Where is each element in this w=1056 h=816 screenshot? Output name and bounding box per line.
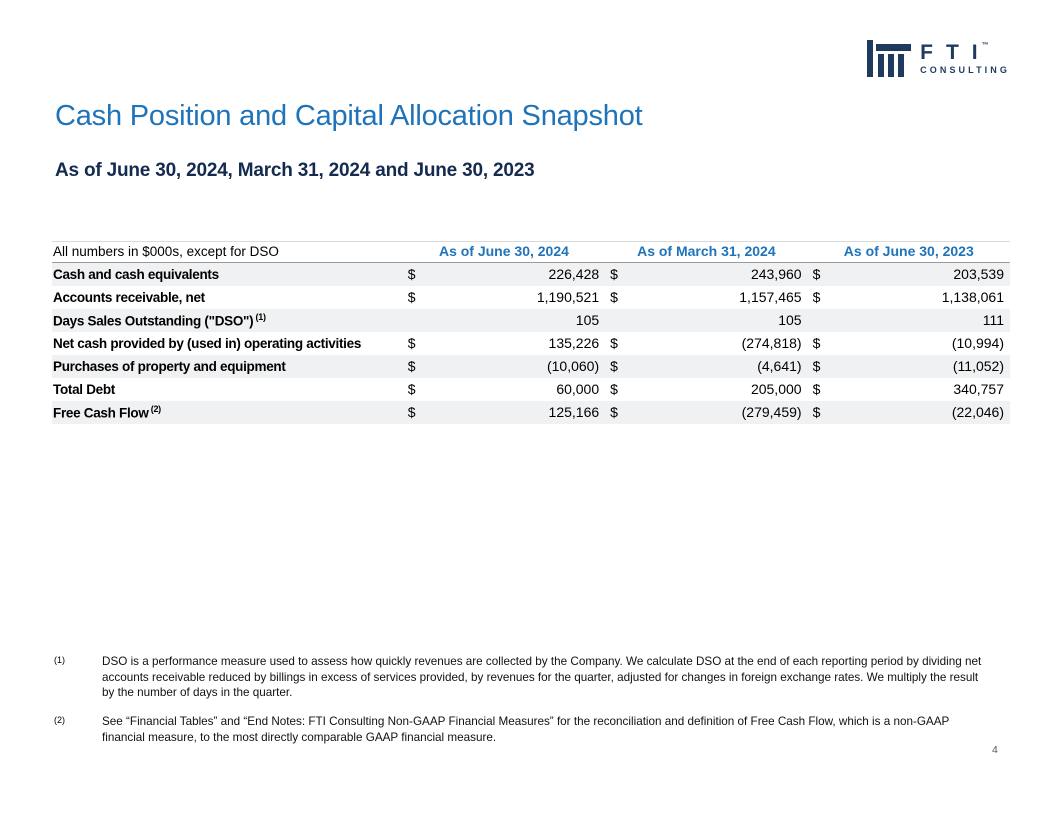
cell-value: (22,046): [951, 404, 1004, 420]
column-header: As of June 30, 2024: [438, 243, 569, 259]
page-subtitle: As of June 30, 2024, March 31, 2024 and …: [55, 160, 535, 181]
cell-value: 111: [982, 312, 1004, 328]
value-cell: 111: [808, 309, 1010, 332]
cell-value: 60,000: [556, 381, 600, 397]
value-cell: $125,166: [403, 401, 605, 424]
row-label: Net cash provided by (used in) operating…: [53, 335, 362, 351]
footnote-text: DSO is a performance measure used to ass…: [102, 655, 982, 700]
value-cell: $ (10,060): [403, 355, 605, 378]
value-cell: $203,539: [808, 263, 1010, 286]
table-row: Days Sales Outstanding ("DSO") (1) 105 105…: [52, 308, 1010, 332]
cell-value: 105: [575, 312, 600, 328]
footnote-reference: (2): [148, 403, 161, 414]
table-row: Total Debt $60,000 $205,000 $340,757: [52, 378, 1010, 401]
row-label: Total Debt: [53, 381, 115, 397]
fti-logo: FTI™ CONSULTING: [867, 40, 1010, 77]
footnote-marker: (2): [54, 715, 65, 726]
currency-symbol: $: [610, 381, 618, 397]
table-header-row: All numbers in $000s, except for DSO As …: [52, 241, 1010, 263]
value-cell: $1,190,521: [403, 286, 605, 309]
value-cell: 105: [403, 309, 605, 332]
table-row: Free Cash Flow (2) $125,166 $ (279,459) $ (22…: [52, 400, 1010, 424]
cell-value: 205,000: [750, 381, 802, 397]
currency-symbol: $: [812, 404, 821, 420]
cell-value: (10,060): [546, 358, 600, 374]
currency-symbol: $: [610, 266, 618, 283]
table-row: Net cash provided by (used in) operating…: [52, 332, 1010, 355]
table-row: Purchases of property and equipment $ (10,…: [52, 354, 1010, 378]
logo-consulting-label: CONSULTING: [920, 65, 1010, 75]
fti-column-icon: [867, 40, 912, 77]
cell-value: 340,757: [953, 381, 1004, 397]
footnote-marker: (1): [54, 655, 65, 665]
value-cell: $ (22,046): [808, 401, 1010, 424]
value-cell: $243,960: [605, 263, 807, 286]
row-label: Cash and cash equivalents: [53, 266, 219, 282]
value-cell: $ (4,641): [605, 355, 807, 378]
cell-value: 1,190,521: [536, 289, 600, 305]
trademark-symbol: ™: [981, 42, 989, 49]
row-label: Days Sales Outstanding ("DSO") (1): [53, 311, 266, 329]
currency-symbol: $: [812, 335, 821, 351]
currency-symbol: $: [407, 358, 416, 374]
currency-symbol: $: [610, 358, 618, 374]
row-label: Purchases of property and equipment: [53, 358, 286, 374]
currency-symbol: $: [610, 289, 618, 305]
cell-value: (11,052): [952, 358, 1004, 374]
currency-symbol: $: [812, 358, 821, 374]
cell-value: 1,157,465: [739, 289, 802, 305]
row-label: Free Cash Flow (2): [53, 403, 161, 421]
value-cell: 105: [605, 309, 807, 332]
value-cell: $1,138,061: [808, 286, 1010, 309]
page-title: Cash Position and Capital Allocation Sna…: [55, 100, 643, 132]
currency-symbol: $: [407, 289, 416, 305]
table-row: Cash and cash equivalents $226,428 $243,96…: [52, 262, 1010, 286]
currency-symbol: $: [812, 266, 821, 283]
logo-text: FTI™ CONSULTING: [920, 40, 1010, 75]
table-row: Accounts receivable, net $1,190,521 $1,157…: [52, 286, 1010, 309]
value-cell: $205,000: [605, 378, 807, 401]
cell-value: (4,641): [757, 358, 802, 374]
currency-symbol: $: [812, 381, 821, 397]
currency-symbol: $: [812, 289, 821, 305]
page-number: 4: [992, 744, 998, 756]
currency-symbol: $: [407, 404, 416, 420]
value-cell: $226,428: [403, 263, 605, 286]
cell-value: 1,138,061: [941, 289, 1004, 305]
value-cell: $ (10,994): [808, 332, 1010, 355]
value-cell: $1,157,465: [605, 286, 807, 309]
cell-value: 243,960: [750, 266, 802, 283]
currency-symbol: $: [407, 381, 416, 397]
currency-symbol: $: [610, 404, 618, 420]
currency-symbol: $: [610, 335, 618, 351]
value-cell: $340,757: [808, 378, 1010, 401]
table-body: Cash and cash equivalents $226,428 $243,96…: [52, 262, 1010, 424]
cell-value: 135,226: [548, 335, 600, 351]
column-header: As of June 30, 2023: [843, 243, 974, 259]
value-cell: $60,000: [403, 378, 605, 401]
currency-symbol: $: [407, 266, 416, 283]
cell-value: (279,459): [741, 404, 802, 420]
cell-value: 203,539: [953, 266, 1004, 283]
footnote-text: See “Financial Tables” and “End Notes: F…: [102, 715, 950, 744]
column-header: As of March 31, 2024: [637, 243, 776, 259]
logo-brand: FTI™: [920, 41, 991, 64]
value-cell: $ (11,052): [808, 355, 1010, 378]
cash-position-table: All numbers in $000s, except for DSO As …: [52, 241, 1010, 424]
footnote: (2) See “Financial Tables” and “End Notes…: [54, 714, 1014, 745]
value-cell: $135,226: [403, 332, 605, 355]
value-cell: $ (274,818): [605, 332, 807, 355]
cell-value: 125,166: [548, 404, 600, 420]
cell-value: 105: [778, 312, 802, 328]
cell-value: (274,818): [741, 335, 802, 351]
row-label: Accounts receivable, net: [53, 289, 205, 305]
footnotes-section: (1) DSO is a performance measure used to …: [54, 654, 1014, 759]
cell-value: (10,994): [951, 335, 1004, 351]
currency-symbol: $: [407, 335, 416, 351]
footnote: (1) DSO is a performance measure used to …: [54, 654, 1014, 701]
value-cell: $ (279,459): [605, 401, 807, 424]
table-caption: All numbers in $000s, except for DSO: [53, 243, 279, 259]
cell-value: 226,428: [548, 266, 600, 283]
footnote-reference: (1): [253, 311, 266, 322]
